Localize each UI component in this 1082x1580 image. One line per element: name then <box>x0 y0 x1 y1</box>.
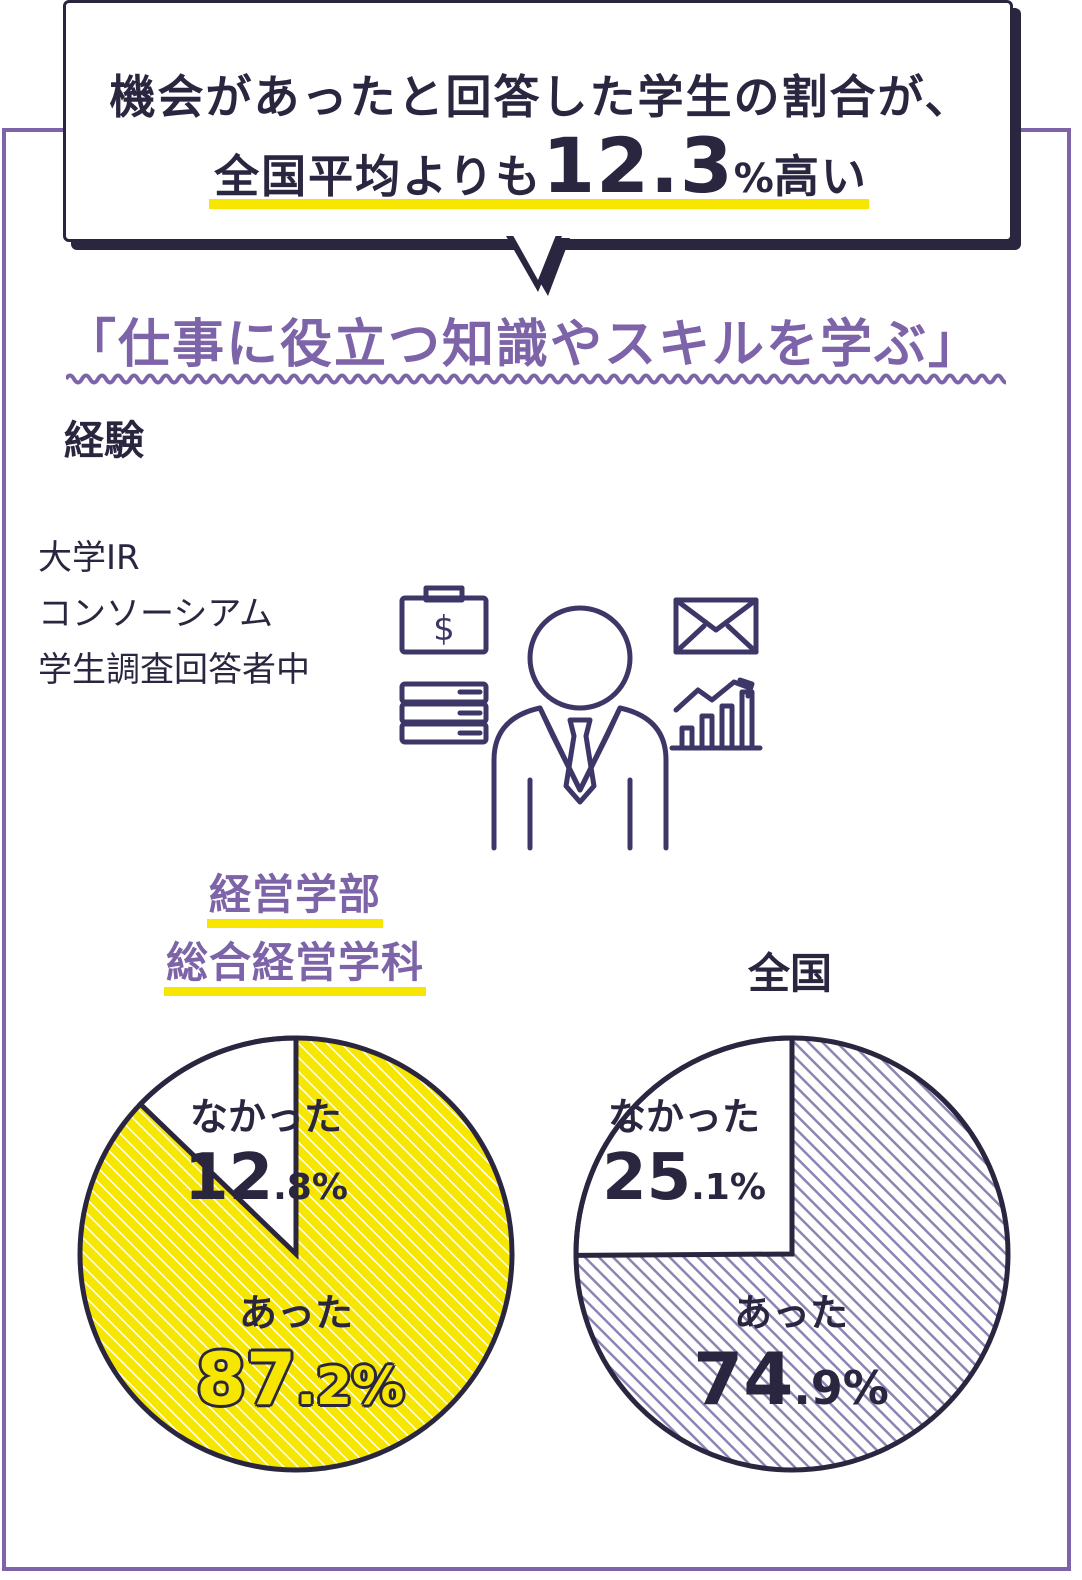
headline-suffix: 高い <box>773 150 868 203</box>
headline-number: 12.3 <box>542 121 734 210</box>
right-chart-title: 全国 <box>747 949 832 998</box>
money-bag-icon: $ <box>399 585 489 655</box>
left-chart-title-line-2: 総合経営学科 <box>150 938 440 996</box>
growth-chart-icon <box>669 677 763 751</box>
pie-outline <box>573 1035 1011 1473</box>
pie-chart-national <box>573 1035 1011 1473</box>
topic-title: 「仕事に役立つ知識やスキルを学ぶ」 <box>64 315 983 375</box>
headline-highlight-underline <box>209 199 869 209</box>
business-illustration: $ <box>399 585 763 851</box>
bubble-tail <box>506 230 570 296</box>
left-slice-yes-label: あった 87.2% <box>196 1291 405 1421</box>
pie-outline <box>77 1035 515 1473</box>
books-icon <box>399 681 489 745</box>
svg-text:$: $ <box>433 609 455 649</box>
topic-subtitle: 経験 <box>64 418 144 464</box>
headline-percent: % <box>733 156 774 202</box>
note-line: 大学IR <box>38 538 140 578</box>
businessperson-icon <box>491 605 669 851</box>
headline-bubble: 機会があったと回答した学生の割合が、 全国平均よりも12.3%高い <box>63 0 1013 242</box>
wavy-underline <box>66 373 1006 385</box>
left-slice-none-label: なかった 12.8% <box>184 1095 348 1215</box>
headline-line-1: 機会があったと回答した学生の割合が、 <box>109 70 973 124</box>
note-line: 学生調査回答者中 <box>38 650 310 690</box>
note-line: コンソーシアム <box>38 594 273 634</box>
right-slice-none-label: なかった 25.1% <box>602 1095 766 1215</box>
left-chart-title-line-1: 経営学部 <box>150 870 440 928</box>
envelope-icon <box>673 597 759 655</box>
respondent-note: 大学IR コンソーシアム 学生調査回答者中 <box>38 530 310 698</box>
headline-prefix: 全国平均よりも <box>214 150 543 203</box>
headline-line-2: 全国平均よりも12.3%高い <box>66 121 1016 210</box>
pie-chart-faculty <box>77 1035 515 1473</box>
right-slice-yes-label: あった 74.9% <box>693 1291 889 1421</box>
